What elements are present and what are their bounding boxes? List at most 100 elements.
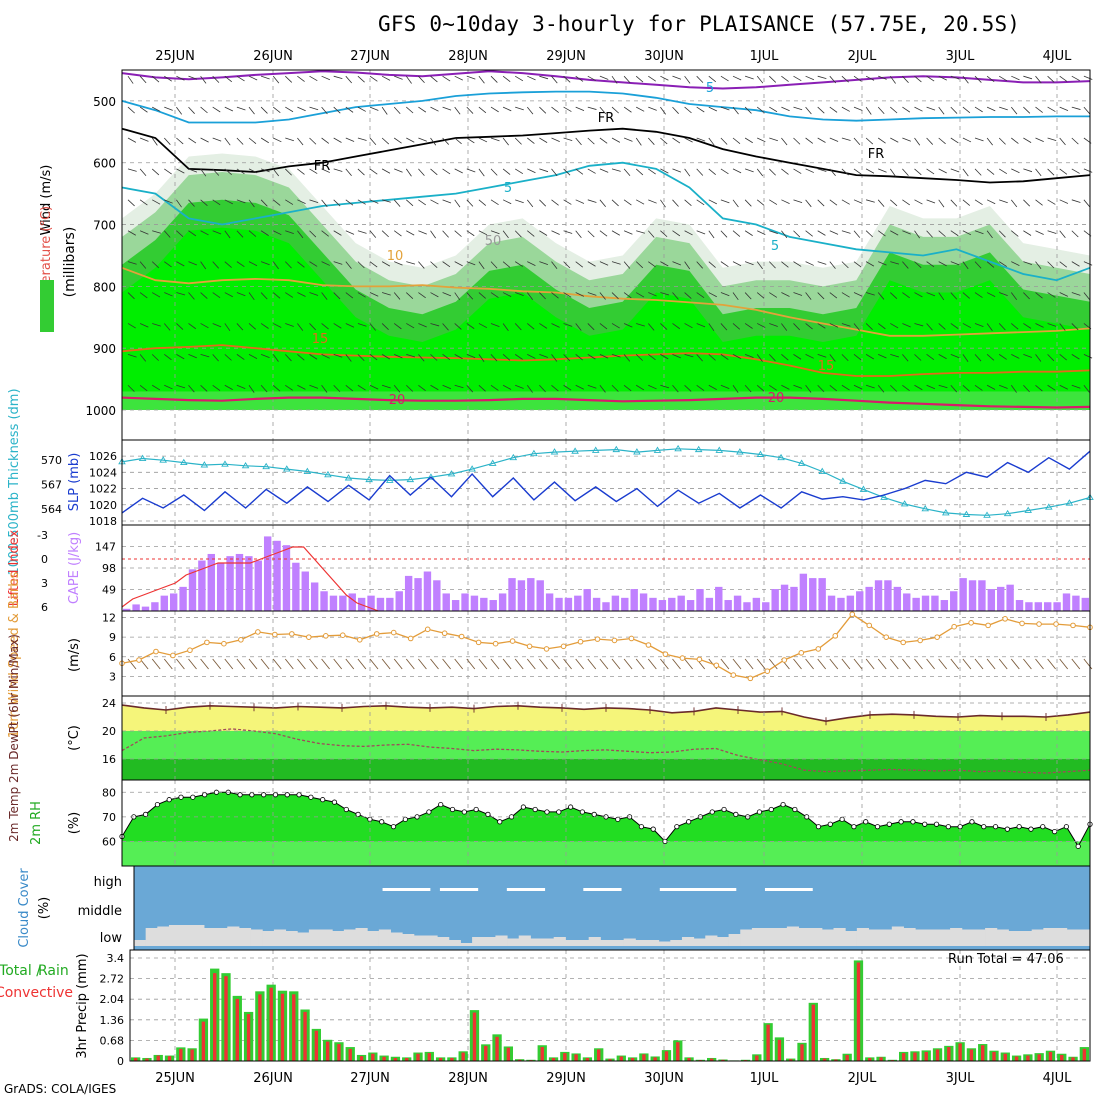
wind-barb [527,168,536,174]
wind-barb [756,199,765,206]
wind-barb [1023,353,1032,358]
wind-barb [285,384,293,391]
rh-marker [709,809,715,815]
wind-barb [309,261,318,267]
wind-barb [321,354,330,359]
wind-barb [514,354,523,360]
wind-speed-marker [985,622,991,629]
bottom-date-label: 27JUN [350,1071,390,1086]
wind-barb [611,230,620,236]
cape-bar [696,589,704,611]
wind-speed-marker [866,622,873,629]
wind-speed-marker [204,639,210,646]
cape-bar [348,593,356,611]
wind-barb [1083,292,1090,300]
wind-barb [599,385,606,393]
wind-barb [248,137,257,144]
rh-marker [945,824,951,830]
thickness-marker [159,456,167,463]
cloud-high-block [583,888,622,891]
cloud-low-block [448,940,461,946]
cloud-layer-low: low [100,931,123,946]
cape-bar [395,591,403,611]
cloud-low-block [1043,928,1056,946]
wind-barb [635,354,643,361]
cape-bar [1044,602,1052,611]
wind-barb [950,199,958,207]
wind-barb [732,75,742,81]
wind-barb [418,137,427,142]
wind-barb [635,75,644,83]
surface-wind-barb [260,658,270,670]
wind-barb [914,137,921,146]
wind-barb [502,106,512,112]
precip-convective-bar [371,1053,375,1061]
wind-speed-marker [221,640,227,647]
wind-barb [962,323,972,329]
wind-barb [515,199,524,204]
wind-barb [127,137,137,143]
wind-speed-marker [934,634,940,640]
rh-marker [851,824,857,830]
wind-barb [587,106,597,110]
rh-marker [650,826,656,832]
wind-barb [696,199,705,206]
wind-barb [357,384,366,391]
wind-barb [527,75,536,81]
surface-wind-barb [877,658,887,670]
wind-barb [829,292,838,299]
cape-bar [893,586,902,611]
thickness-marker [633,448,641,455]
surface-wind-barb [853,658,863,670]
wind-barb [878,353,887,359]
wind-barb [551,168,558,177]
thickness-marker [221,460,229,467]
cape-bar [141,606,150,611]
cloud-low-block [775,928,788,946]
wind-barb [1047,230,1057,234]
cloud-high-block [659,888,737,891]
wind-barb [914,323,924,327]
precip-convective-bar [1060,1054,1064,1061]
precip-convective-bar [224,976,228,1061]
wind-barb [285,137,294,142]
wind-barb [1059,230,1066,238]
wind-speed-marker [798,650,805,656]
precip-convective-bar [868,1057,872,1061]
wind-barb [127,199,135,207]
cape-bar [442,593,450,611]
wind-barb [744,199,752,207]
wind-barb [926,168,935,175]
rh-shade-strong [122,227,1090,410]
surface-wind-barb [599,658,609,670]
wind-barb [381,199,391,203]
wind-barb [950,292,958,300]
precip-convective-bar [258,994,262,1061]
wind-barb [623,230,633,235]
wind-barb [1035,354,1042,362]
wind-barb [236,137,244,145]
wind-barb [212,137,222,142]
cloud-low-block [542,938,555,946]
contour-label: 5 [771,239,779,254]
cloud-low-block [425,935,438,946]
wind-barb [829,137,839,142]
wind-barb [781,261,789,268]
wind-barb [514,261,523,267]
panel-frame-precip [129,949,1091,1062]
run-total-label: Run Total = 47.06 [948,952,1064,967]
wind-barb [757,137,766,143]
wind-speed-marker [475,639,482,646]
wind-barb [623,261,631,269]
surface-wind-barb [369,658,379,670]
cape-bar [376,597,385,611]
wind-barb [514,168,524,175]
thickness-marker [983,511,991,518]
wind-barb [236,292,246,297]
wind-barb [986,230,993,239]
wind-barb [478,137,488,143]
cape-bar [846,595,855,611]
wind-barb [1071,323,1079,331]
wind-barb [672,385,679,393]
cape-bar [912,597,920,611]
